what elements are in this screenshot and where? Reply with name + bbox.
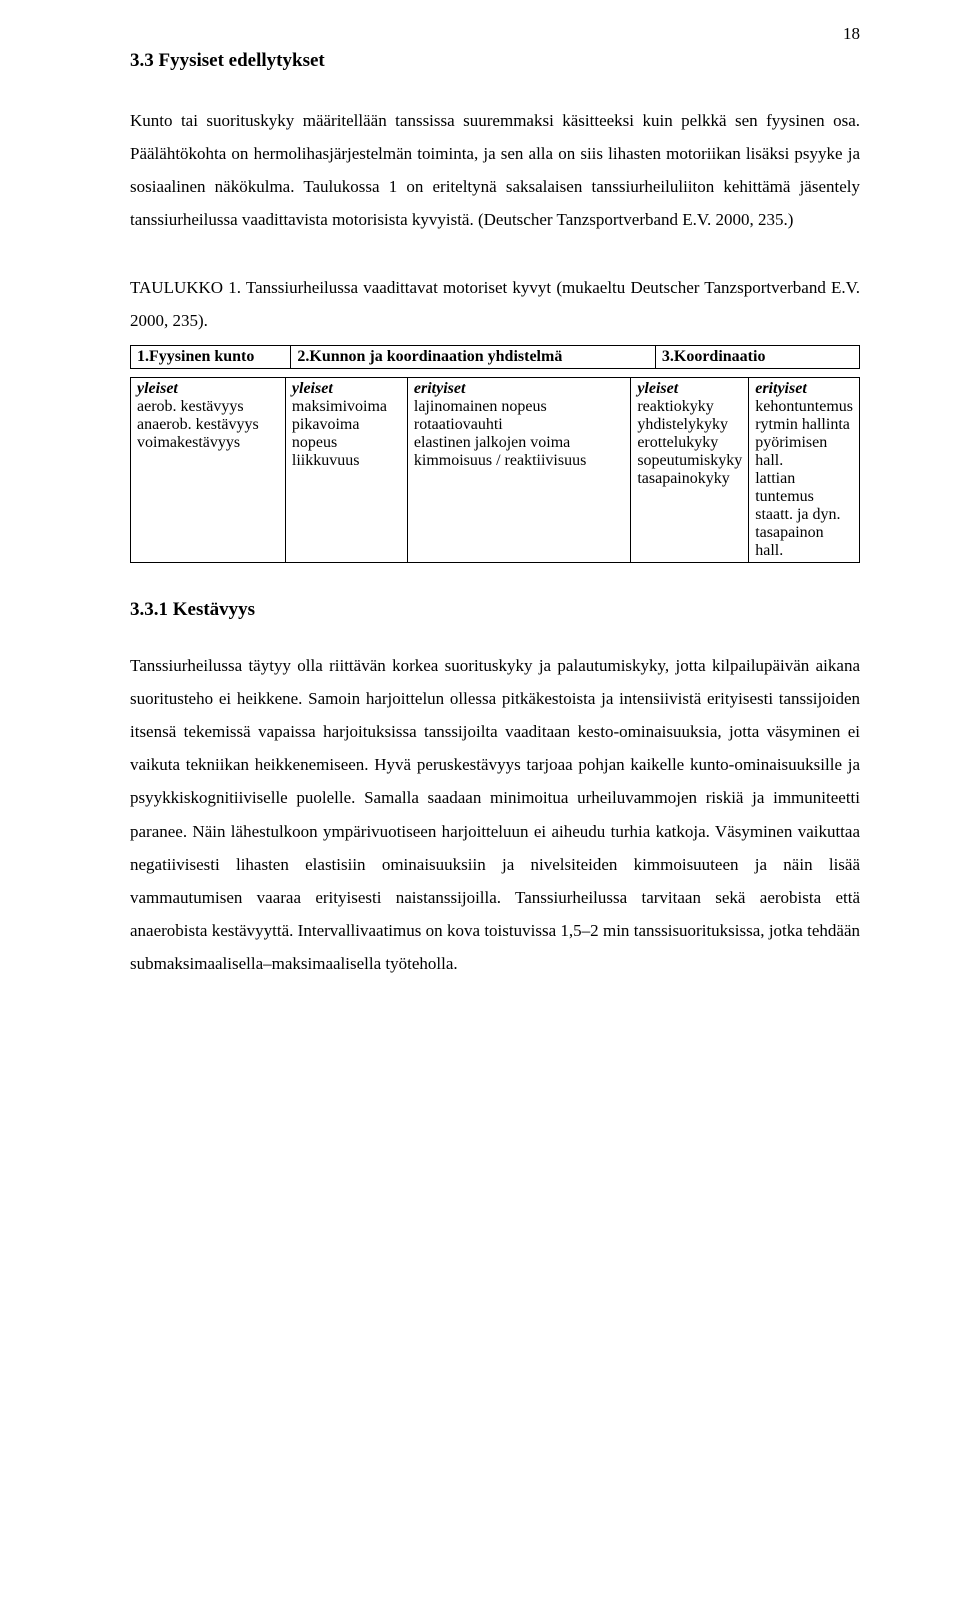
section-heading: 3.3 Fyysiset edellytykset xyxy=(130,50,860,72)
cell-col4: yleiset reaktiokyky yhdistelykyky erotte… xyxy=(631,377,749,562)
group-label-erityiset: erityiset xyxy=(755,380,853,398)
cell-text: pyörimisen hall. xyxy=(755,434,853,470)
table-row: 1.Fyysinen kunto 2.Kunnon ja koordinaati… xyxy=(131,345,860,368)
cell-text: aerob. kestävyys xyxy=(137,398,279,416)
cell-text: maksimivoima xyxy=(292,398,401,416)
cell-col5: erityiset kehontuntemus rytmin hallinta … xyxy=(749,377,860,562)
page-number: 18 xyxy=(843,24,860,44)
cell-text: tasapainon hall. xyxy=(755,524,853,560)
table-caption: TAULUKKO 1. Tanssiurheilussa vaadittavat… xyxy=(130,271,860,337)
cell-text: pikavoima xyxy=(292,416,401,434)
cell-text: nopeus xyxy=(292,434,401,452)
cell-text: rytmin hallinta xyxy=(755,416,853,434)
cell-col3: erityiset lajinomainen nopeus rotaatiova… xyxy=(407,377,630,562)
col-head-2: 2.Kunnon ja koordinaation yhdistelmä xyxy=(291,345,656,368)
cell-text: rotaatiovauhti xyxy=(414,416,624,434)
cell-text: kehontuntemus xyxy=(755,398,853,416)
cell-text: kimmoisuus / reaktiivisuus xyxy=(414,452,624,470)
cell-text: staatt. ja dyn. xyxy=(755,506,853,524)
group-label-yleiset: yleiset xyxy=(292,380,401,398)
cell-text: lajinomainen nopeus xyxy=(414,398,624,416)
cell-text: tasapainokyky xyxy=(637,470,742,488)
cell-text: erottelukyky xyxy=(637,434,742,452)
paragraph-1: Kunto tai suorituskyky määritellään tans… xyxy=(130,104,860,237)
table-body: yleiset aerob. kestävyys anaerob. kestäv… xyxy=(130,377,860,563)
col-head-3: 3.Koordinaatio xyxy=(655,345,859,368)
cell-text: liikkuvuus xyxy=(292,452,401,470)
cell-col2: yleiset maksimivoima pikavoima nopeus li… xyxy=(285,377,407,562)
cell-text: voimakestävyys xyxy=(137,434,279,452)
group-label-yleiset: yleiset xyxy=(637,380,742,398)
cell-text: reaktiokyky xyxy=(637,398,742,416)
document-page: 18 3.3 Fyysiset edellytykset Kunto tai s… xyxy=(0,0,960,1619)
table-header: 1.Fyysinen kunto 2.Kunnon ja koordinaati… xyxy=(130,345,860,369)
cell-text: elastinen jalkojen voima xyxy=(414,434,624,452)
cell-text: lattian tuntemus xyxy=(755,470,853,506)
table-row: yleiset aerob. kestävyys anaerob. kestäv… xyxy=(131,377,860,562)
paragraph-2: Tanssiurheilussa täytyy olla riittävän k… xyxy=(130,649,860,980)
group-label-yleiset: yleiset xyxy=(137,380,279,398)
cell-text: yhdistelykyky xyxy=(637,416,742,434)
subsection-heading: 3.3.1 Kestävyys xyxy=(130,599,860,621)
cell-text: sopeutumiskyky xyxy=(637,452,742,470)
group-label-erityiset: erityiset xyxy=(414,380,624,398)
col-head-1: 1.Fyysinen kunto xyxy=(131,345,291,368)
cell-col1: yleiset aerob. kestävyys anaerob. kestäv… xyxy=(131,377,286,562)
cell-text: anaerob. kestävyys xyxy=(137,416,279,434)
